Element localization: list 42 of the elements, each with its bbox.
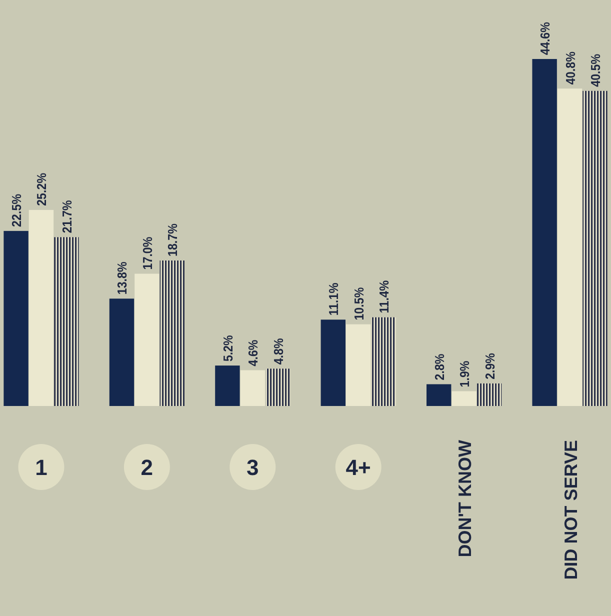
data-label: 17.0% [140,232,155,270]
bar [54,237,79,406]
bar [4,230,28,406]
data-label: 25.2% [34,169,50,206]
bar [240,370,265,406]
bar [476,383,502,406]
data-label: 10.5% [351,283,366,320]
bar [582,90,608,406]
bar [426,384,452,406]
bar [134,274,160,406]
bar [28,210,54,406]
bar [452,391,476,406]
data-label: 2.8% [432,350,447,380]
data-label: 40.8% [562,48,578,85]
data-label: 1.9% [457,358,472,388]
bar [266,368,290,406]
x-tick-label: DON'T KNOW [455,440,476,558]
bar [215,366,240,406]
data-label: 21.7% [59,196,74,234]
data-label: 2.9% [482,350,498,380]
bar [160,260,184,406]
data-label: 4.8% [270,335,286,365]
bar [557,88,582,406]
bar [346,324,371,406]
bar [371,317,396,406]
bar [109,298,134,406]
data-label: 40.5% [588,50,603,87]
data-label: 13.8% [114,258,130,295]
bar [320,320,346,406]
data-label: 4.6% [246,336,261,366]
data-label: 44.6% [538,18,553,55]
data-label: 22.5% [9,190,24,227]
x-tick-label: 4+ [346,455,371,480]
data-label: 18.7% [165,220,180,257]
data-label: 11.4% [376,277,392,314]
x-tick-label: 3 [246,455,259,480]
x-tick-label: 1 [35,455,48,480]
x-tick-label: 2 [140,455,154,480]
bar [532,59,557,406]
data-label: 11.1% [326,279,342,316]
data-label: 5.2% [220,332,236,362]
x-tick-label: DID NOT SERVE [560,440,581,580]
